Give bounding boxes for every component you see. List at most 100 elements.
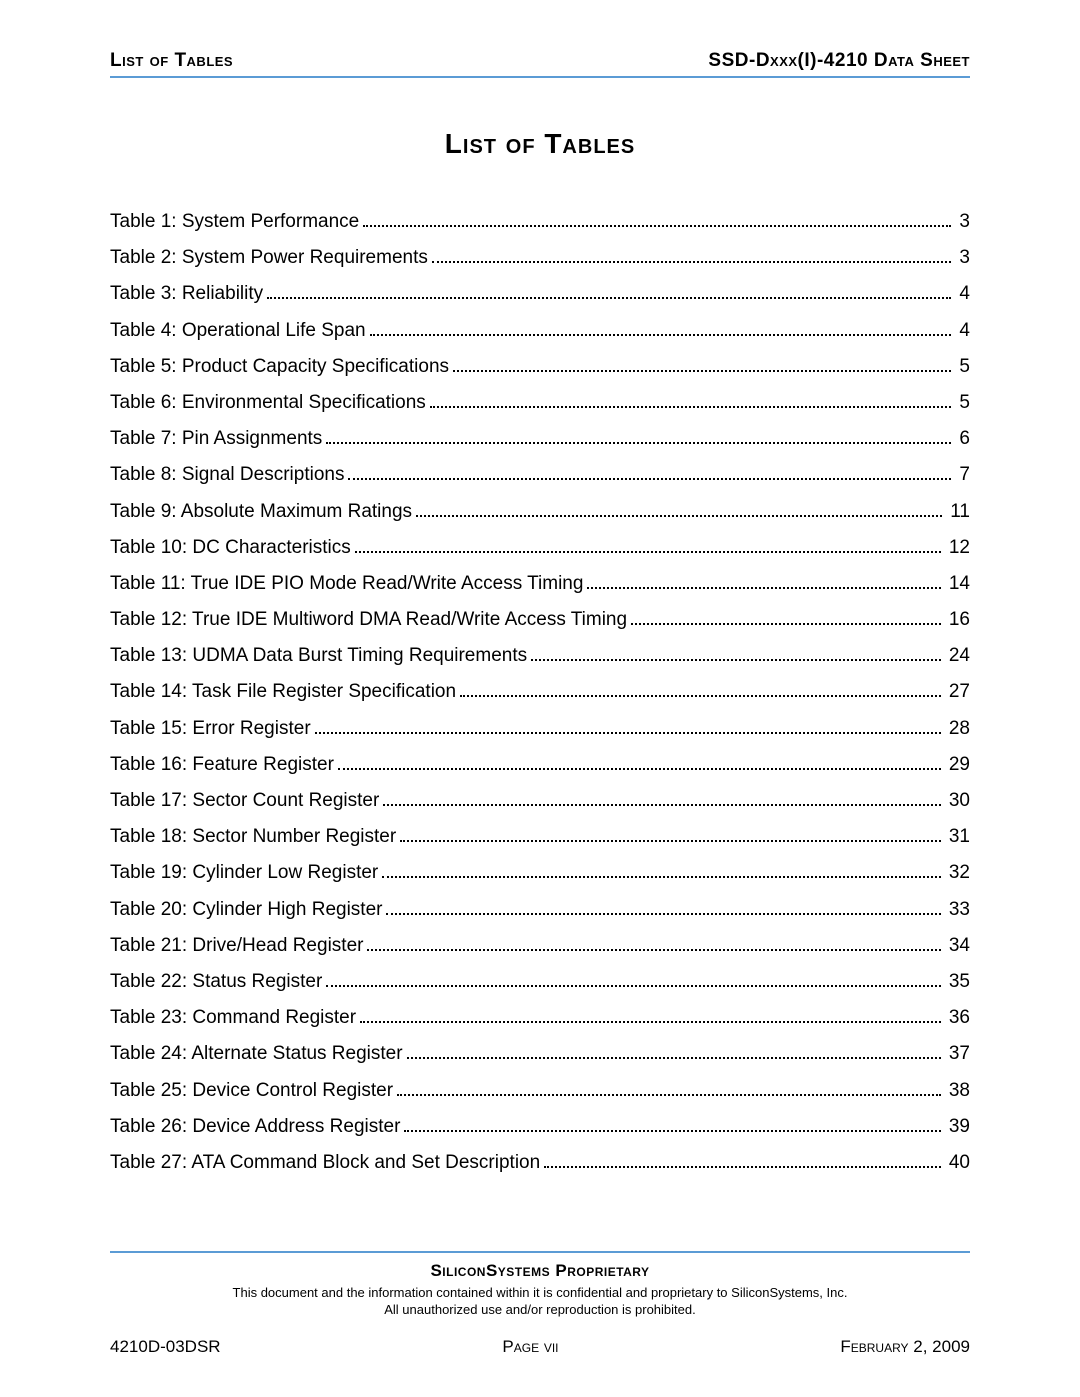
toc-leader-dots: [407, 1057, 941, 1059]
toc-entry-label: Table 17: Sector Count Register: [110, 784, 379, 818]
toc-entry-label: Table 6: Environmental Specifications: [110, 386, 426, 420]
toc-entry-label: Table 22: Status Register: [110, 965, 322, 999]
toc-entry-page: 37: [945, 1037, 970, 1071]
toc-leader-dots: [404, 1130, 940, 1132]
toc-entry[interactable]: Table 11: True IDE PIO Mode Read/Write A…: [110, 567, 970, 601]
toc-leader-dots: [363, 225, 951, 227]
toc-leader-dots: [416, 515, 942, 517]
toc-entry-page: 14: [945, 567, 970, 601]
toc-entry-page: 34: [945, 929, 970, 963]
toc-entry-label: Table 25: Device Control Register: [110, 1074, 393, 1108]
toc-entry-page: 29: [945, 748, 970, 782]
toc-entry-label: Table 10: DC Characteristics: [110, 531, 351, 565]
toc-entry-page: 6: [955, 422, 970, 456]
toc-entry-page: 35: [945, 965, 970, 999]
toc-leader-dots: [315, 732, 941, 734]
toc-entry-label: Table 8: Signal Descriptions: [110, 458, 344, 492]
toc-entry[interactable]: Table 17: Sector Count Register 30: [110, 784, 970, 818]
toc-entry-label: Table 26: Device Address Register: [110, 1110, 400, 1144]
toc-entry-label: Table 12: True IDE Multiword DMA Read/Wr…: [110, 603, 627, 637]
toc-entry-label: Table 2: System Power Requirements: [110, 241, 428, 275]
header-left: List of Tables: [110, 50, 233, 72]
toc-entry-label: Table 23: Command Register: [110, 1001, 356, 1035]
toc-entry-page: 27: [945, 675, 970, 709]
toc-entry[interactable]: Table 21: Drive/Head Register 34: [110, 929, 970, 963]
toc-entry-label: Table 5: Product Capacity Specifications: [110, 350, 449, 384]
toc-entry[interactable]: Table 14: Task File Register Specificati…: [110, 675, 970, 709]
page-footer: SiliconSystems Proprietary This document…: [110, 1251, 970, 1357]
toc-entry[interactable]: Table 18: Sector Number Register 31: [110, 820, 970, 854]
toc-entry[interactable]: Table 19: Cylinder Low Register 32: [110, 856, 970, 890]
toc-leader-dots: [383, 804, 941, 806]
toc-entry-label: Table 21: Drive/Head Register: [110, 929, 363, 963]
header-right: SSD-Dxxx(I)-4210 Data Sheet: [708, 50, 970, 72]
toc-entry-page: 16: [945, 603, 970, 637]
toc-leader-dots: [397, 1094, 941, 1096]
toc-leader-dots: [544, 1166, 941, 1168]
toc-entry-page: 36: [945, 1001, 970, 1035]
toc-leader-dots: [326, 985, 941, 987]
toc-entry[interactable]: Table 1: System Performance 3: [110, 205, 970, 239]
toc-entry[interactable]: Table 2: System Power Requirements 3: [110, 241, 970, 275]
toc-entry-page: 24: [945, 639, 970, 673]
toc-entry-page: 7: [955, 458, 970, 492]
toc-entry[interactable]: Table 6: Environmental Specifications 5: [110, 386, 970, 420]
toc-entry-page: 5: [955, 350, 970, 384]
toc-leader-dots: [348, 478, 951, 480]
toc-leader-dots: [631, 623, 941, 625]
toc-entry-label: Table 3: Reliability: [110, 277, 263, 311]
toc-entry-label: Table 19: Cylinder Low Register: [110, 856, 378, 890]
toc-entry[interactable]: Table 24: Alternate Status Register 37: [110, 1037, 970, 1071]
toc-entry[interactable]: Table 9: Absolute Maximum Ratings 11: [110, 495, 970, 529]
toc-entry[interactable]: Table 3: Reliability 4: [110, 277, 970, 311]
toc-entry-label: Table 13: UDMA Data Burst Timing Require…: [110, 639, 527, 673]
toc-entry[interactable]: Table 4: Operational Life Span 4: [110, 314, 970, 348]
toc-entry[interactable]: Table 25: Device Control Register 38: [110, 1074, 970, 1108]
footer-date: February 2, 2009: [840, 1337, 970, 1357]
toc-entry[interactable]: Table 10: DC Characteristics 12: [110, 531, 970, 565]
toc-entry[interactable]: Table 16: Feature Register 29: [110, 748, 970, 782]
toc-entry-page: 4: [955, 277, 970, 311]
toc-entry-label: Table 18: Sector Number Register: [110, 820, 396, 854]
footer-disclaimer: This document and the information contai…: [110, 1285, 970, 1319]
toc-entry-label: Table 9: Absolute Maximum Ratings: [110, 495, 412, 529]
toc-leader-dots: [460, 695, 941, 697]
toc-entry[interactable]: Table 15: Error Register 28: [110, 712, 970, 746]
toc-entry[interactable]: Table 8: Signal Descriptions 7: [110, 458, 970, 492]
toc-entry[interactable]: Table 26: Device Address Register 39: [110, 1110, 970, 1144]
toc-entry[interactable]: Table 5: Product Capacity Specifications…: [110, 350, 970, 384]
toc-entry[interactable]: Table 7: Pin Assignments 6: [110, 422, 970, 456]
toc-leader-dots: [370, 334, 952, 336]
toc-entry-label: Table 27: ATA Command Block and Set Desc…: [110, 1146, 540, 1180]
toc-entry[interactable]: Table 20: Cylinder High Register 33: [110, 893, 970, 927]
toc-entry[interactable]: Table 22: Status Register 35: [110, 965, 970, 999]
footer-proprietary-title: SiliconSystems Proprietary: [110, 1261, 970, 1281]
toc-leader-dots: [338, 768, 941, 770]
toc-leader-dots: [453, 370, 951, 372]
toc-entry-label: Table 1: System Performance: [110, 205, 359, 239]
toc-entry[interactable]: Table 12: True IDE Multiword DMA Read/Wr…: [110, 603, 970, 637]
toc-leader-dots: [531, 659, 941, 661]
toc-entry-page: 11: [946, 495, 970, 529]
toc-entry[interactable]: Table 13: UDMA Data Burst Timing Require…: [110, 639, 970, 673]
toc-entry-label: Table 14: Task File Register Specificati…: [110, 675, 456, 709]
footer-rule: [110, 1251, 970, 1253]
toc-entry[interactable]: Table 27: ATA Command Block and Set Desc…: [110, 1146, 970, 1180]
toc-leader-dots: [360, 1021, 941, 1023]
toc-entry-page: 32: [945, 856, 970, 890]
footer-page-label: Page vii: [502, 1337, 558, 1357]
toc-entry-page: 31: [945, 820, 970, 854]
toc-entry-label: Table 7: Pin Assignments: [110, 422, 322, 456]
toc-entry-page: 3: [955, 205, 970, 239]
toc-entry[interactable]: Table 23: Command Register 36: [110, 1001, 970, 1035]
toc-leader-dots: [432, 261, 952, 263]
toc-entry-page: 39: [945, 1110, 970, 1144]
page-title: List of Tables: [110, 128, 970, 160]
toc-entry-page: 12: [945, 531, 970, 565]
table-of-contents: Table 1: System Performance 3Table 2: Sy…: [110, 205, 970, 1180]
toc-entry-page: 33: [945, 893, 970, 927]
footer-doc-id: 4210D-03DSR: [110, 1337, 221, 1357]
toc-entry-page: 40: [945, 1146, 970, 1180]
toc-entry-page: 30: [945, 784, 970, 818]
toc-leader-dots: [267, 297, 951, 299]
